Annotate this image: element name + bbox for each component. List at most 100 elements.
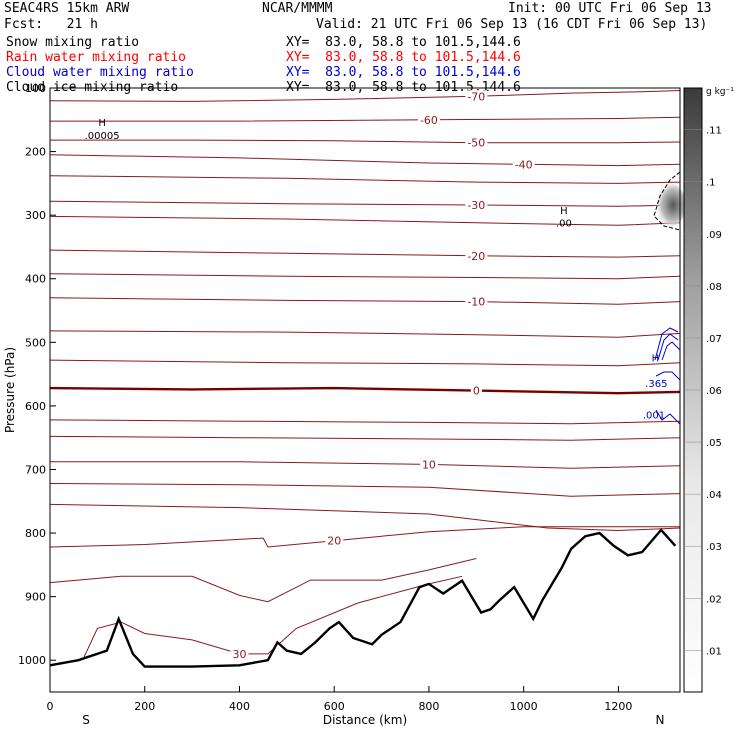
label-bg	[465, 249, 488, 263]
end-label-south: S	[82, 713, 90, 727]
label-bg	[325, 534, 344, 548]
isotherm-line	[49, 558, 477, 603]
x-tick-label: 1000	[510, 700, 538, 713]
y-tick-label: 600	[25, 400, 46, 413]
y-tick-label: 200	[25, 146, 46, 159]
isotherm-line	[49, 249, 681, 258]
isotherm-line	[49, 273, 681, 280]
extremum-label: .00005	[85, 131, 120, 142]
colorbar: .01 .02 .03 .04 .05 .06 .07 .08 .09 .1 .11 g kg⁻¹	[683, 87, 734, 693]
isotherm-label: -20	[467, 250, 485, 263]
label-bg	[230, 647, 249, 661]
field-cloudwater-xy: XY= 83.0, 58.8 to 101.5,144.6	[286, 65, 521, 80]
label-bg	[465, 198, 488, 212]
cloud-water-contour	[657, 333, 679, 361]
isotherm-line	[49, 200, 681, 207]
cloud-water-contour	[661, 341, 681, 361]
colorbar-gradient	[683, 87, 703, 693]
y-tick-label: 700	[25, 463, 46, 476]
colorbar-tick-label: .05	[706, 438, 722, 449]
cloud-water-contour	[654, 327, 679, 361]
field-rain-xy: XY= 83.0, 58.8 to 101.5,144.6	[286, 50, 521, 65]
colorbar-tick-label: .06	[706, 386, 722, 397]
colorbar-tick-label: .03	[706, 542, 722, 553]
isotherm-label: -10	[467, 296, 485, 309]
x-tick-label: 600	[324, 700, 345, 713]
isotherm-line	[49, 435, 681, 441]
field-cloudwater-label: Cloud water mixing ratio	[6, 65, 194, 80]
init-time: Init: 00 UTC Fri 06 Sep 13	[508, 1, 712, 16]
y-tick-label: 900	[25, 591, 46, 604]
x-tick-label: 400	[229, 700, 250, 713]
mixing-ratio-features	[653, 171, 686, 425]
colorbar-tick-label: .01	[706, 646, 722, 657]
x-tick-label: 0	[47, 700, 54, 713]
y-tick-label: 400	[25, 273, 46, 286]
extremum-label: .001	[643, 411, 665, 422]
extremum-label: .00	[556, 219, 572, 230]
extremum-label: H	[98, 118, 106, 129]
org-label: NCAR/MMMM	[262, 1, 333, 16]
x-tick-label: 800	[418, 700, 439, 713]
colorbar-tick-label: .04	[706, 490, 722, 501]
axes: 0 200 400 600 800 1000 1200 200 300 400 500 600 700 8…	[3, 82, 681, 727]
label-bg	[465, 295, 488, 309]
x-axis-label: Distance (km)	[323, 713, 407, 727]
isotherm-label: -40	[515, 158, 533, 171]
isotherm-label: -60	[420, 114, 438, 127]
terrain-layer	[49, 528, 677, 692]
isotherm-line	[49, 419, 681, 425]
isotherm-line	[49, 330, 681, 338]
cloud-water-contour	[655, 409, 681, 425]
isotherm-label: 20	[327, 535, 341, 548]
y-tick-label: 800	[25, 527, 46, 540]
colorbar-tick-label: .02	[706, 594, 722, 605]
isotherm-line	[49, 215, 681, 226]
y-axis-label: Pressure (hPa)	[3, 347, 17, 433]
colorbar-tick-label: .07	[706, 334, 722, 345]
field-snow-xy: XY= 83.0, 58.8 to 101.5,144.6	[286, 35, 521, 50]
isotherm-line	[49, 359, 681, 367]
isotherm-line	[82, 575, 463, 660]
isotherm-line	[49, 526, 680, 548]
isotherm-line	[49, 154, 681, 167]
end-label-north: N	[656, 713, 665, 727]
cloud-ice-shading	[654, 183, 686, 227]
y-tick-label: 1000	[18, 654, 46, 667]
colorbar-tick-label: .1	[706, 178, 716, 189]
colorbar-unit: g kg⁻¹	[706, 87, 734, 97]
cloud-water-contour	[655, 371, 681, 381]
field-cloudice-label: Cloud ice mixing ratio	[6, 80, 179, 95]
plot-frame	[49, 87, 681, 693]
field-rain-label: Rain water mixing ratio	[6, 50, 187, 65]
isotherm-line	[50, 116, 681, 122]
x-tick-label: 1200	[604, 700, 632, 713]
colorbar-tick-label: .09	[706, 230, 722, 241]
extremum-label: H	[560, 206, 568, 217]
extremum-label: .365	[645, 379, 667, 390]
terrain-fill	[50, 529, 676, 692]
extremum-label: H	[652, 353, 660, 364]
isotherm-line	[49, 503, 681, 532]
isotherm-line	[50, 139, 681, 144]
isotherm-line	[50, 461, 681, 469]
label-bg	[512, 158, 535, 172]
x-tick-label: 200	[134, 700, 155, 713]
forecast-hour: Fcst: 21 h	[4, 17, 98, 32]
label-bg	[417, 113, 440, 127]
isotherm-label: 30	[232, 648, 246, 661]
isotherm-line	[49, 297, 681, 305]
field-snow-label: Snow mixing ratio	[6, 35, 140, 50]
colorbar-tick-label: .11	[706, 126, 722, 137]
y-tick-label: 500	[25, 336, 46, 349]
isotherm-label: -30	[467, 199, 485, 212]
y-tick-label: 300	[25, 209, 46, 222]
isotherm-line	[49, 175, 681, 184]
label-bg	[419, 458, 438, 472]
field-cloudice-xy: XY= 83.0, 58.8 to 101.5,144.6	[286, 80, 521, 95]
isotherm-line	[49, 483, 681, 497]
valid-time: Valid: 21 UTC Fri 06 Sep 13 (16 CDT Fri …	[316, 17, 708, 32]
terrain-line	[49, 528, 677, 668]
